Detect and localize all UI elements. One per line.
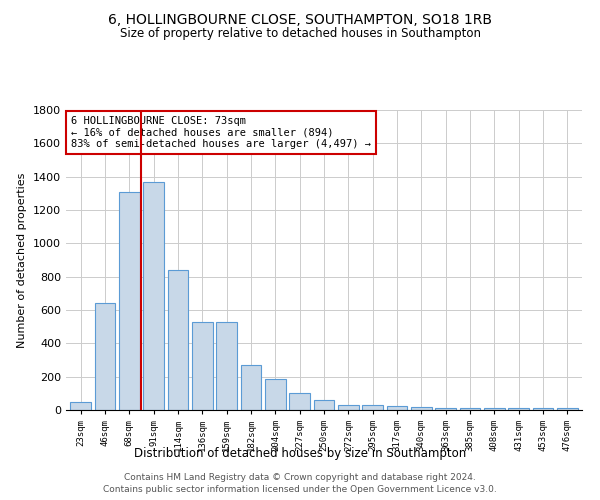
Bar xyxy=(436,408,456,410)
Bar xyxy=(460,408,481,410)
Bar xyxy=(192,322,212,410)
Bar xyxy=(338,405,359,410)
Bar xyxy=(314,400,334,410)
Bar xyxy=(70,402,91,410)
Text: Size of property relative to detached houses in Southampton: Size of property relative to detached ho… xyxy=(119,28,481,40)
Bar xyxy=(508,408,529,410)
Bar xyxy=(362,405,383,410)
Text: Contains HM Land Registry data © Crown copyright and database right 2024.: Contains HM Land Registry data © Crown c… xyxy=(124,472,476,482)
Bar xyxy=(216,322,237,410)
Bar xyxy=(167,270,188,410)
Bar xyxy=(143,182,164,410)
Bar xyxy=(386,406,407,410)
Bar xyxy=(119,192,140,410)
Bar xyxy=(533,408,553,410)
Bar xyxy=(241,365,262,410)
Text: Distribution of detached houses by size in Southampton: Distribution of detached houses by size … xyxy=(134,448,466,460)
Y-axis label: Number of detached properties: Number of detached properties xyxy=(17,172,28,348)
Bar xyxy=(265,379,286,410)
Text: 6, HOLLINGBOURNE CLOSE, SOUTHAMPTON, SO18 1RB: 6, HOLLINGBOURNE CLOSE, SOUTHAMPTON, SO1… xyxy=(108,12,492,26)
Bar xyxy=(95,304,115,410)
Text: Contains public sector information licensed under the Open Government Licence v3: Contains public sector information licen… xyxy=(103,485,497,494)
Bar xyxy=(289,394,310,410)
Bar xyxy=(557,408,578,410)
Bar xyxy=(484,408,505,410)
Text: 6 HOLLINGBOURNE CLOSE: 73sqm
← 16% of detached houses are smaller (894)
83% of s: 6 HOLLINGBOURNE CLOSE: 73sqm ← 16% of de… xyxy=(71,116,371,149)
Bar xyxy=(411,406,432,410)
